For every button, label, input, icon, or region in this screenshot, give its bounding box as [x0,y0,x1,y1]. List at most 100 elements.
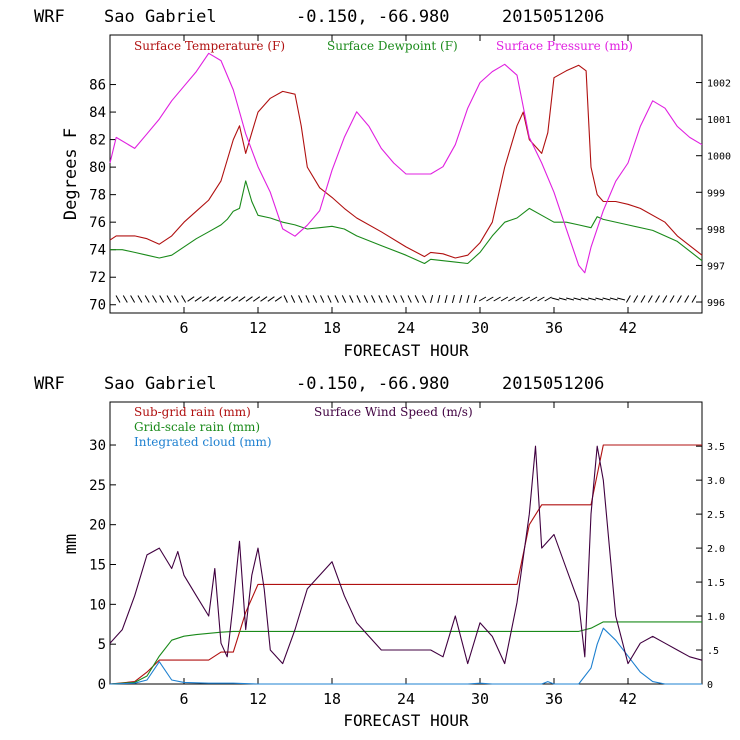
legend-surface-temperature: Surface Temperature (F) [134,39,285,53]
wind-barb [633,295,639,303]
wind-barb [159,295,165,303]
panel1-y-axis: 70 72 74 76 78 80 82 84 86 [89,78,116,314]
wind-barb [378,295,383,303]
y2-tick-label: 996 [707,298,725,309]
y-tick-label: 10 [89,597,106,613]
wind-barb [231,296,239,302]
legend-surface-wind-speed: Surface Wind Speed (m/s) [314,405,473,419]
wind-barb [573,297,582,301]
wind-barb [341,295,347,303]
temperature-panel: WRF Sao Gabriel -0.150, -66.980 20150512… [34,7,731,360]
panel1-station: Sao Gabriel [104,7,217,27]
series-line-surface-dewpoint-f [110,180,703,265]
wind-barb [684,295,690,303]
y2-tick-label: 0 [707,680,713,691]
wind-barb [305,295,310,303]
legend-gridscale-rain: Grid-scale rain (mm) [134,420,260,434]
wind-barb [320,295,325,303]
y-tick-label: 76 [89,215,106,231]
y-tick-label: 5 [98,637,106,653]
wind-barb [400,295,405,303]
panel2-legend: Sub-grid rain (mm) Surface Wind Speed (m… [134,405,473,449]
wind-barb [551,297,560,301]
y-tick-label: 70 [89,298,106,314]
wind-barb [392,295,398,303]
panel1-y2-axis: 996 997 998 999 1000 1001 1002 [696,79,731,309]
x-tick-label: 24 [397,690,415,708]
panel2-run: 2015051206 [502,374,604,394]
y2-tick-label: 3.5 [707,442,725,453]
y-tick-label: 15 [89,558,106,574]
precipitation-panel: WRF Sao Gabriel -0.150, -66.980 20150512… [34,374,725,730]
wind-barb [444,294,448,304]
y2-tick-label: 2.5 [707,510,725,521]
wind-barb [625,295,631,303]
wind-barb [669,295,675,303]
y-tick-label: 78 [89,188,106,204]
wind-barb [173,295,179,303]
wind-barb [187,296,195,302]
y-tick-label: 30 [89,438,106,454]
wind-barb [691,295,697,303]
wind-barb [122,295,128,303]
wind-barb [245,296,253,302]
x-tick-label: 12 [249,319,267,337]
wind-barb [459,294,463,304]
y-tick-label: 0 [98,677,106,693]
wind-barb [407,295,412,303]
wind-barb [566,297,575,301]
panel2-series [109,444,703,685]
wind-barb [602,297,611,301]
wind-barb [253,296,261,302]
x-tick-label: 12 [249,690,267,708]
wind-barb [647,295,653,303]
wind-barb [617,297,626,301]
series-line-surface-pressure-mb [109,52,703,274]
series-line-surface-wind-speed-m-s [109,445,703,665]
wind-barb [537,296,545,302]
wind-barb [137,295,143,303]
wind-barb [312,295,318,303]
legend-integrated-cloud: Integrated cloud (mm) [134,435,272,449]
y2-tick-label: 998 [707,225,725,236]
wind-barb [298,295,303,303]
y2-tick-label: 999 [707,188,725,199]
x-tick-label: 18 [323,319,341,337]
panel1-ylabel: Degrees F [61,128,81,220]
wind-barb [385,295,390,303]
wind-barb [267,296,275,302]
wind-barb [640,295,646,303]
y-tick-label: 86 [89,78,106,94]
y2-tick-label: 1002 [707,79,731,90]
y-tick-label: 84 [89,105,106,121]
x-tick-label: 36 [545,319,563,337]
wind-barb [274,296,282,302]
series-line-surface-temperature-f [109,64,703,259]
x-tick-label: 36 [545,690,563,708]
panel1-coords: -0.150, -66.980 [296,7,450,27]
wind-barb [437,294,441,304]
wind-barb [349,295,354,303]
panel1-series [109,52,703,274]
series-line-grid-scale-rain-mm [109,621,702,685]
wind-barb [655,295,660,303]
y-tick-label: 74 [89,243,106,259]
wind-barb [334,295,339,303]
wind-barb [194,296,202,302]
y2-tick-label: 997 [707,261,725,272]
wind-barb [144,295,150,303]
wind-barb [238,296,246,302]
panel1-x-axis: 6 12 18 24 30 36 42 [179,35,637,337]
wind-barb [283,295,288,303]
legend-surface-dewpoint: Surface Dewpoint (F) [327,39,458,53]
wind-barb [115,295,121,303]
wind-barb [414,295,420,303]
x-tick-label: 24 [397,319,415,337]
panel2-model: WRF [34,374,65,394]
wind-barb [587,297,596,301]
wind-barb [223,296,231,302]
series-line-integrated-cloud-mm [109,627,702,685]
panel2-ylabel: mm [61,534,81,554]
y2-tick-label: 1000 [707,152,731,163]
